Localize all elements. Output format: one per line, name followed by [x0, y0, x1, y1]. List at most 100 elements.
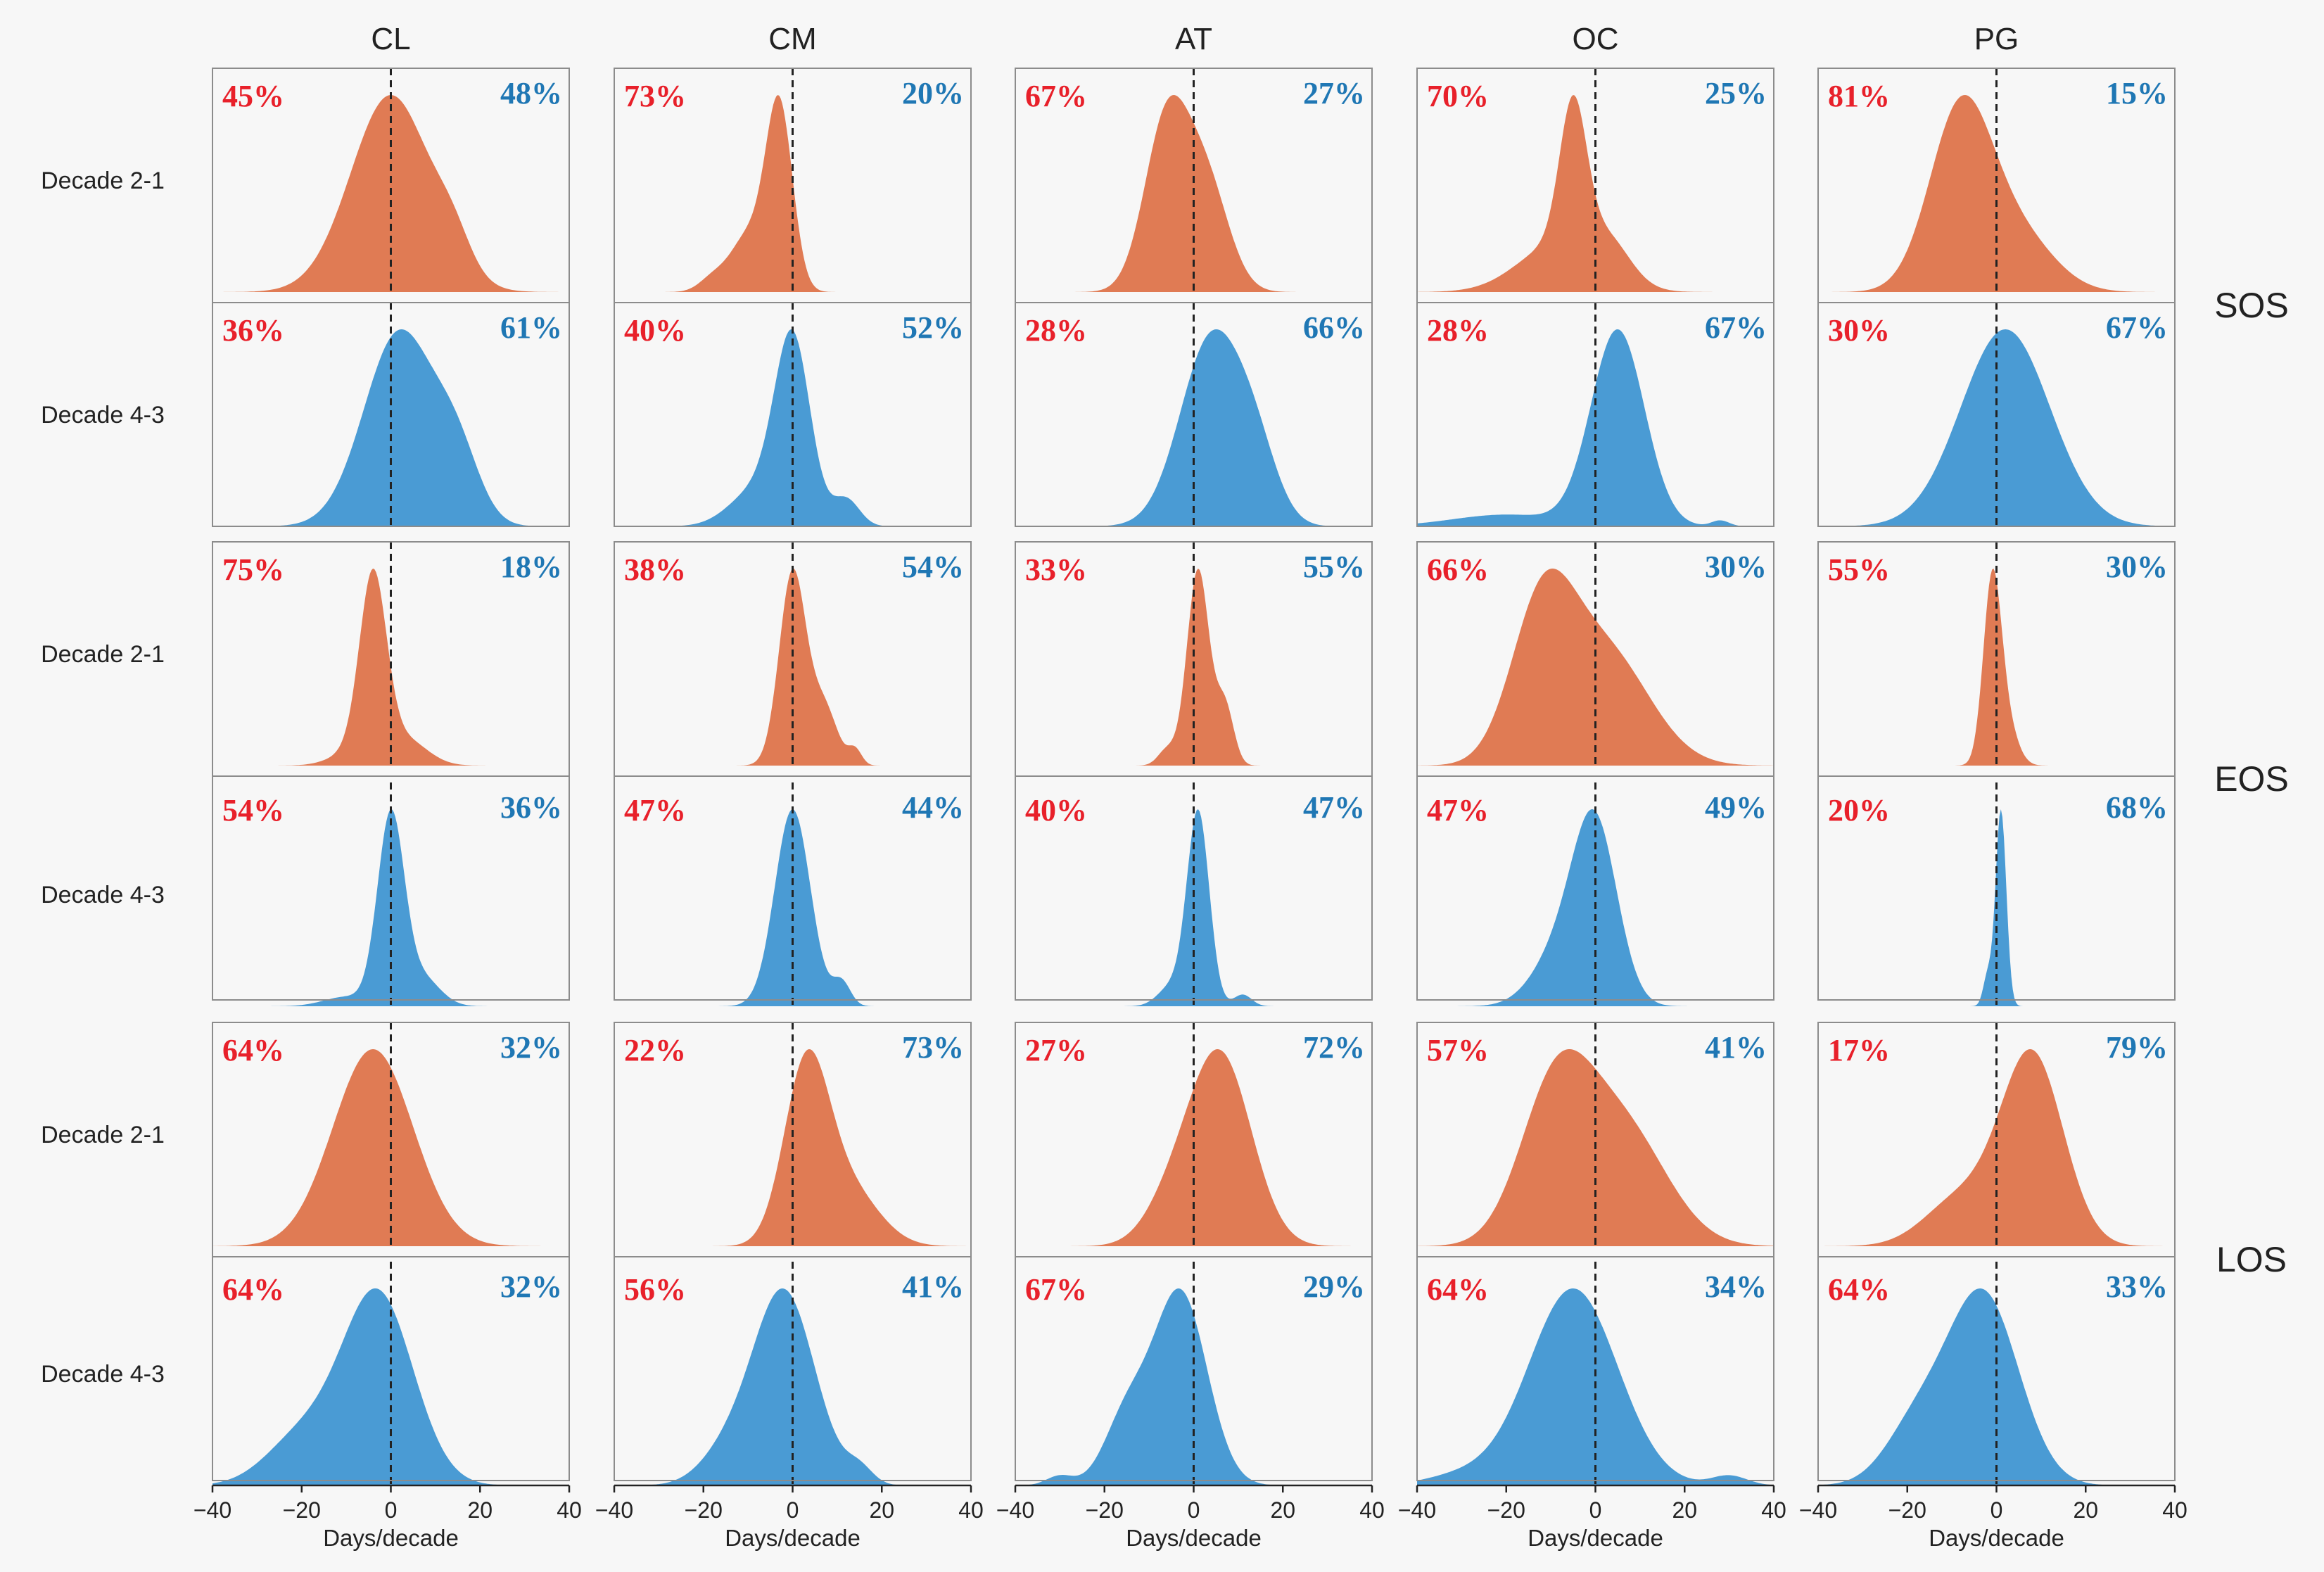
right-percentage: 33% — [2106, 1269, 2168, 1304]
right-percentage: 30% — [2106, 550, 2168, 584]
x-tick-label: 40 — [1761, 1497, 1786, 1523]
column-titles: CL CM AT OC PG — [371, 22, 2019, 56]
left-percentage: 67% — [1025, 79, 1087, 113]
left-percentage: 40% — [624, 313, 686, 348]
x-tick-label: −20 — [283, 1497, 321, 1523]
panel-los-cl-row2: 64% 32% — [212, 1262, 569, 1485]
panel-frame — [1416, 1022, 1774, 1481]
x-axis-label: Days/decade — [1126, 1525, 1262, 1551]
left-percentage: 28% — [1427, 313, 1489, 348]
panel-los-cm-row1: 22% 73% — [614, 1022, 971, 1246]
panel-frame — [614, 68, 972, 527]
x-axis-label: Days/decade — [323, 1525, 459, 1551]
panel-frame — [1015, 541, 1373, 1001]
panel-los-pg-row2: 64% 33% — [1818, 1262, 2175, 1485]
panel-eos-at-row2: 40% 47% — [1015, 782, 1372, 1006]
panel-frame — [212, 541, 570, 1001]
right-percentage: 66% — [1303, 310, 1365, 345]
row-label: Decade 2-1 — [41, 167, 165, 194]
panel-los-oc-row2: 64% 34% — [1417, 1262, 1774, 1485]
x-tick-label: −20 — [1086, 1497, 1124, 1523]
left-percentage: 28% — [1025, 313, 1087, 348]
panel-frame — [1015, 68, 1373, 527]
row-label: Decade 4-3 — [41, 882, 165, 908]
x-axis-label: Days/decade — [1528, 1525, 1663, 1551]
panel-sos-cm-row2: 40% 52% — [614, 303, 971, 526]
left-percentage: 55% — [1828, 552, 1890, 587]
left-percentage: 45% — [222, 79, 284, 113]
panel-los-at-row1: 27% 72% — [1015, 1022, 1372, 1246]
right-percentage: 20% — [902, 76, 964, 110]
x-tick-label: −20 — [1888, 1497, 1926, 1523]
panel-eos-pg-row2: 20% 68% — [1818, 782, 2175, 1006]
right-percentage: 32% — [500, 1269, 562, 1304]
row-label: Decade 2-1 — [41, 1122, 165, 1148]
right-percentage: 27% — [1303, 76, 1365, 110]
x-axis-label: Days/decade — [725, 1525, 861, 1551]
left-percentage: 54% — [222, 793, 284, 828]
column-title-at: AT — [1175, 22, 1212, 56]
x-tick-label: −20 — [685, 1497, 723, 1523]
right-percentage: 67% — [2106, 310, 2168, 345]
x-tick-label: 0 — [385, 1497, 398, 1523]
panel-sos-cl-row1: 45% 48% — [212, 68, 569, 292]
right-percentage: 72% — [1303, 1030, 1365, 1065]
x-tick-label: 20 — [467, 1497, 493, 1523]
panel-los-cm-row2: 56% 41% — [614, 1262, 971, 1485]
panel-frame — [212, 1022, 570, 1481]
x-tick-label: 40 — [958, 1497, 984, 1523]
left-percentage: 36% — [222, 313, 284, 348]
row-label: Decade 2-1 — [41, 641, 165, 668]
group-labels: SOS EOS LOS — [2214, 286, 2289, 1279]
left-percentage: 66% — [1427, 552, 1489, 587]
left-percentage: 64% — [1427, 1272, 1489, 1307]
panel-eos-cm-row1: 38% 54% — [614, 542, 971, 766]
left-percentage: 33% — [1025, 552, 1087, 587]
x-tick-label: −40 — [996, 1497, 1034, 1523]
left-percentage: 67% — [1025, 1272, 1087, 1307]
right-percentage: 18% — [500, 550, 562, 584]
left-percentage: 64% — [222, 1033, 284, 1067]
panel-los-oc-row1: 57% 41% — [1417, 1022, 1774, 1246]
left-percentage: 81% — [1828, 79, 1890, 113]
left-percentage: 17% — [1828, 1033, 1890, 1067]
panel-eos-at-row1: 33% 55% — [1015, 542, 1372, 766]
right-percentage: 48% — [500, 76, 562, 110]
x-tick-label: 20 — [2073, 1497, 2098, 1523]
x-tick-label: −20 — [1487, 1497, 1525, 1523]
left-percentage: 75% — [222, 552, 284, 587]
x-tick-label: 20 — [869, 1497, 894, 1523]
panel-frame — [1416, 541, 1774, 1001]
right-percentage: 44% — [902, 790, 964, 825]
x-tick-label: 0 — [787, 1497, 799, 1523]
group-label-los: LOS — [2216, 1240, 2287, 1279]
group-label-sos: SOS — [2214, 286, 2289, 325]
panel-eos-cl-row2: 54% 36% — [212, 782, 569, 1006]
right-percentage: 52% — [902, 310, 964, 345]
column-title-pg: PG — [1974, 22, 2019, 56]
left-percentage: 70% — [1427, 79, 1489, 113]
left-percentage: 57% — [1427, 1033, 1489, 1067]
x-tick-label: 0 — [1990, 1497, 2003, 1523]
right-percentage: 67% — [1705, 310, 1767, 345]
column-title-cm: CM — [768, 22, 816, 56]
left-percentage: 38% — [624, 552, 686, 587]
group-label-eos: EOS — [2214, 759, 2289, 799]
x-tick-label: 20 — [1270, 1497, 1295, 1523]
left-percentage: 64% — [1828, 1272, 1890, 1307]
panel-frame — [1416, 68, 1774, 527]
panel-frame — [614, 1022, 972, 1481]
panel-frame — [1015, 1022, 1373, 1481]
panel-eos-pg-row1: 55% 30% — [1818, 542, 2175, 766]
panel-eos-cl-row1: 75% 18% — [212, 542, 569, 766]
panel-frame — [1817, 68, 2176, 527]
left-percentage: 56% — [624, 1272, 686, 1307]
panel-eos-cm-row2: 47% 44% — [614, 782, 971, 1006]
right-percentage: 41% — [902, 1269, 964, 1304]
right-percentage: 25% — [1705, 76, 1767, 110]
x-tick-label: 0 — [1589, 1497, 1602, 1523]
right-percentage: 73% — [902, 1030, 964, 1065]
right-percentage: 47% — [1303, 790, 1365, 825]
panel-sos-at-row2: 28% 66% — [1015, 303, 1372, 526]
left-percentage: 20% — [1828, 793, 1890, 828]
